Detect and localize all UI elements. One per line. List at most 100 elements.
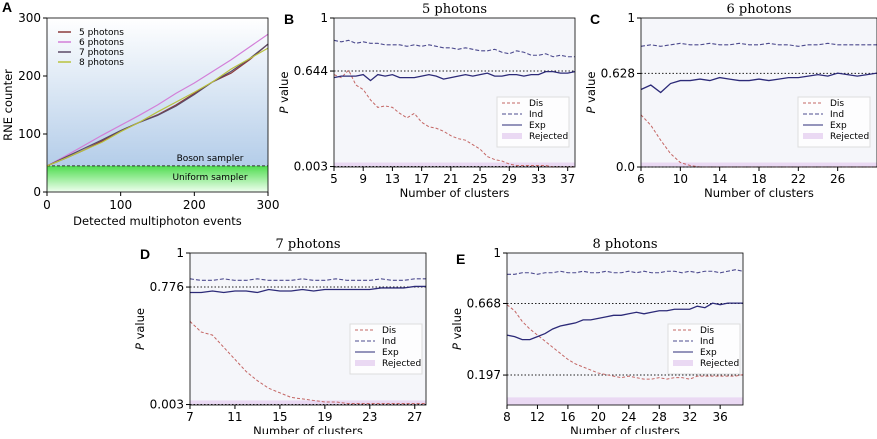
x-tick-label: 11 xyxy=(227,410,242,424)
x-tick-label: 29 xyxy=(502,172,517,186)
legend-label: 8 photons xyxy=(79,58,124,68)
x-tick-label: 10 xyxy=(673,172,688,186)
x-axis-label: Number of clusters xyxy=(570,424,680,434)
x-tick-label: 22 xyxy=(791,172,806,186)
panel-title: 8 photons xyxy=(592,237,657,252)
series-line-7-photons xyxy=(46,43,269,167)
x-tick-label: 13 xyxy=(385,172,400,186)
uniform-region xyxy=(47,165,268,192)
x-tick-label: 21 xyxy=(443,172,458,186)
y-tick-label: 0 xyxy=(33,185,41,199)
series-line-exp xyxy=(190,285,426,294)
axes-frame xyxy=(640,17,877,168)
axes-frame xyxy=(333,17,576,168)
legend-swatch-rejected xyxy=(355,360,375,366)
series-line-ind xyxy=(189,278,426,281)
x-tick-label: 5 xyxy=(330,172,338,186)
y-tick-label: 0.003 xyxy=(294,160,328,174)
rejected-band xyxy=(190,400,426,405)
y-tick-label: 0.0 xyxy=(616,160,635,174)
legend-label-exp: Exp xyxy=(700,348,717,358)
legend-label: 6 photons xyxy=(79,38,124,48)
x-tick-label: 33 xyxy=(531,172,546,186)
x-axis-label: Detected multiphoton events xyxy=(73,214,242,228)
axes-frame xyxy=(506,252,744,406)
legend-label-ind: Ind xyxy=(529,110,543,120)
legend-swatch-rejected xyxy=(673,360,693,366)
legend-label-dis: Dis xyxy=(830,99,844,109)
series-line-ind xyxy=(640,42,877,47)
x-tick-label: 7 xyxy=(186,410,194,424)
legend-label-ind: Ind xyxy=(830,110,844,120)
x-tick-label: 28 xyxy=(652,410,667,424)
rejected-band xyxy=(334,162,575,167)
legend-label-exp: Exp xyxy=(382,348,399,358)
series-line-exp xyxy=(506,302,743,341)
x-tick-label: 27 xyxy=(407,410,422,424)
legend-label-dis: Dis xyxy=(382,326,396,336)
legend-label-ind: Ind xyxy=(700,337,714,347)
panel-E: E 8 photons Number of clusters P value 8 12 16… xyxy=(450,237,744,438)
series-line-ind xyxy=(333,39,575,58)
panel-B: B 5 photons Number of clusters P value 5 9 13 1… xyxy=(277,2,576,200)
y-axis-label: P value xyxy=(450,308,464,350)
y-tick-label: 0.628 xyxy=(601,66,635,80)
y-tick-label: 100 xyxy=(18,127,41,141)
y-tick-label: 0.776 xyxy=(150,280,184,294)
legend-label-rejected: Rejected xyxy=(382,359,421,369)
legend-label-ind: Ind xyxy=(382,337,396,347)
rejected-band xyxy=(641,162,877,167)
panel-title: 5 photons xyxy=(422,2,487,17)
panel-letter: A xyxy=(2,0,12,15)
x-tick-label: 16 xyxy=(560,410,575,424)
panel-letter: D xyxy=(140,246,150,262)
legend-label-rejected: Rejected xyxy=(529,132,568,142)
x-tick-label: 100 xyxy=(109,198,132,212)
legend-label-rejected: Rejected xyxy=(700,359,739,369)
x-tick-label: 15 xyxy=(272,410,287,424)
x-tick-label: 24 xyxy=(621,410,636,424)
x-tick-label: 23 xyxy=(362,410,377,424)
legend-label: 5 photons xyxy=(79,28,124,38)
axes-frame xyxy=(189,252,427,406)
legend-label-dis: Dis xyxy=(700,326,714,336)
x-tick-label: 14 xyxy=(712,172,727,186)
series-line-ind xyxy=(507,269,744,275)
legend xyxy=(797,96,871,148)
annotation: Uniform sampler xyxy=(172,173,247,183)
legend-label-exp: Exp xyxy=(830,121,847,131)
y-axis-label: RNE counter xyxy=(1,69,15,141)
x-tick-label: 36 xyxy=(713,410,728,424)
x-tick-label: 9 xyxy=(359,172,367,186)
legend-swatch-rejected xyxy=(803,133,823,139)
panel-letter: B xyxy=(284,11,294,27)
panel-title: 6 photons xyxy=(726,2,791,17)
x-tick-label: 20 xyxy=(591,410,606,424)
y-tick-label: 0.003 xyxy=(150,398,184,412)
y-axis-label: P value xyxy=(277,71,291,113)
y-tick-label: 1 xyxy=(493,246,501,260)
x-tick-label: 17 xyxy=(414,172,429,186)
y-tick-label: 0.668 xyxy=(467,296,501,310)
x-tick-label: 6 xyxy=(637,172,645,186)
x-tick-label: 26 xyxy=(830,172,845,186)
x-tick-label: 0 xyxy=(43,198,51,212)
y-tick-label: 0.644 xyxy=(294,64,328,78)
y-tick-label: 1 xyxy=(320,11,328,25)
boson-region xyxy=(47,18,268,166)
series-line-dis xyxy=(189,321,426,404)
panel-D: D 7 photons Number of clusters P value 7 11 15… xyxy=(133,237,427,438)
series-line-6-photons xyxy=(46,33,269,167)
series-line-8-photons xyxy=(46,47,269,167)
y-tick-label: 1 xyxy=(627,11,635,25)
panel-letter: C xyxy=(590,11,600,27)
panel-title: 7 photons xyxy=(275,237,340,252)
x-tick-label: 19 xyxy=(317,410,332,424)
legend-swatch-rejected xyxy=(502,133,522,139)
series-line-dis xyxy=(333,69,575,168)
legend-label-exp: Exp xyxy=(529,121,546,131)
legend-label: 7 photons xyxy=(79,48,124,58)
y-tick-label: 200 xyxy=(18,69,41,83)
x-tick-label: 37 xyxy=(560,172,575,186)
